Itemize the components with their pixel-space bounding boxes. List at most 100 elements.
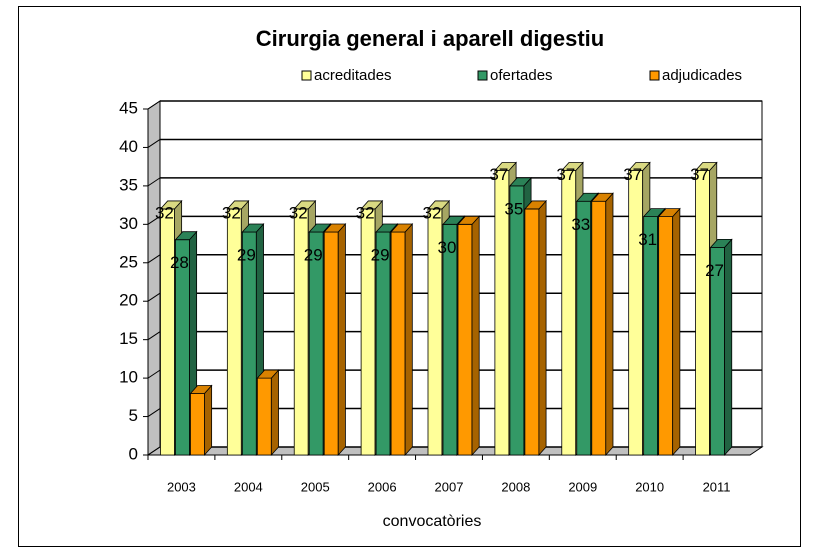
chart-title: Cirurgia general i aparell digestiu <box>256 26 604 51</box>
y-tick-label: 25 <box>119 252 138 271</box>
bar-face <box>204 384 213 457</box>
bar <box>657 207 681 457</box>
bar-face <box>724 238 733 457</box>
data-label: 29 <box>371 246 390 265</box>
data-label: 32 <box>222 203 241 222</box>
data-label: 27 <box>705 261 724 280</box>
bar <box>189 384 213 457</box>
bar-face <box>695 170 710 456</box>
data-label: 37 <box>556 165 575 184</box>
legend-swatch <box>649 70 660 81</box>
bar-face <box>442 223 458 456</box>
bar-face <box>628 170 644 456</box>
bar <box>457 215 481 457</box>
bar-face <box>442 215 466 225</box>
bar-face <box>457 223 473 456</box>
bar-face <box>658 216 674 456</box>
bar-face <box>591 200 607 456</box>
x-tick-label: 2011 <box>703 479 731 494</box>
bar-face <box>457 215 481 225</box>
data-label: 32 <box>155 203 174 222</box>
x-tick-label: 2004 <box>234 479 263 494</box>
bar-face <box>509 185 525 456</box>
y-tick-label: 35 <box>119 175 138 194</box>
bar-face <box>226 200 250 210</box>
grid-line <box>147 139 161 148</box>
y-tick-label: 10 <box>119 368 138 387</box>
bar-face <box>160 208 175 456</box>
data-label: 37 <box>489 165 508 184</box>
grid-line <box>147 254 161 264</box>
x-tick-label: 2008 <box>501 479 530 494</box>
side-wall <box>147 100 161 456</box>
grid-line <box>147 292 161 302</box>
grid-line <box>147 100 161 110</box>
data-label: 35 <box>504 199 523 218</box>
bar-face <box>256 369 280 379</box>
bar-face <box>524 208 540 456</box>
y-tick-label: 30 <box>119 214 138 233</box>
x-tick-label: 2006 <box>368 479 397 494</box>
bar-face <box>323 223 347 233</box>
x-tick-label: 2005 <box>301 479 330 494</box>
data-label: 32 <box>356 203 375 222</box>
bar-face <box>643 216 659 456</box>
legend-label: acreditades <box>314 67 392 84</box>
bar-face <box>560 162 584 171</box>
bar-face <box>270 369 279 457</box>
bar-face <box>561 170 577 456</box>
bar-face <box>404 222 413 457</box>
bar-face <box>375 231 391 456</box>
y-tick-label: 5 <box>129 406 138 425</box>
grid-line <box>147 408 161 417</box>
bar <box>590 192 614 457</box>
data-label: 33 <box>571 215 590 234</box>
bar <box>709 238 733 457</box>
bar-face <box>523 200 547 210</box>
bar-face <box>323 231 339 456</box>
bar <box>390 222 414 457</box>
grid-line <box>147 446 161 456</box>
bar-face <box>256 377 272 456</box>
x-tick-label: 2007 <box>435 479 464 494</box>
y-tick-label: 40 <box>119 137 138 156</box>
bar-face <box>241 231 257 456</box>
bar-face <box>390 223 414 233</box>
x-axis-label: convocatòries <box>383 513 482 530</box>
bar-face <box>375 223 399 233</box>
bar-face <box>159 200 183 210</box>
data-label: 31 <box>638 230 657 249</box>
bar-face <box>293 200 317 210</box>
bar-face <box>390 231 406 456</box>
y-tick-label: 15 <box>119 329 138 348</box>
bar-face <box>657 208 681 218</box>
legend-swatch <box>477 70 488 81</box>
x-tick-label: 2010 <box>635 479 664 494</box>
legend-label: ofertades <box>490 67 553 84</box>
y-tick-label: 45 <box>119 98 138 117</box>
bar-face <box>427 200 451 210</box>
grid-line <box>147 215 161 225</box>
bar-face <box>694 162 718 171</box>
bar-face <box>360 200 384 210</box>
bar-face <box>493 162 517 171</box>
bar-face <box>308 231 324 456</box>
bar-face <box>575 192 599 202</box>
bar-face <box>337 222 346 457</box>
bar-face <box>308 223 332 233</box>
bar-face <box>471 215 480 457</box>
bar <box>523 199 547 457</box>
grid-line <box>147 369 161 379</box>
data-label: 32 <box>289 203 308 222</box>
legend-label: adjudicades <box>662 67 742 84</box>
data-label: 29 <box>304 246 323 265</box>
bar-face <box>642 208 666 218</box>
grid-line <box>147 177 161 187</box>
data-label: 30 <box>438 238 457 257</box>
bar <box>323 222 347 457</box>
data-label: 32 <box>423 203 442 222</box>
bar-face <box>605 192 614 457</box>
data-label: 37 <box>623 165 642 184</box>
x-tick-label: 2009 <box>568 479 597 494</box>
